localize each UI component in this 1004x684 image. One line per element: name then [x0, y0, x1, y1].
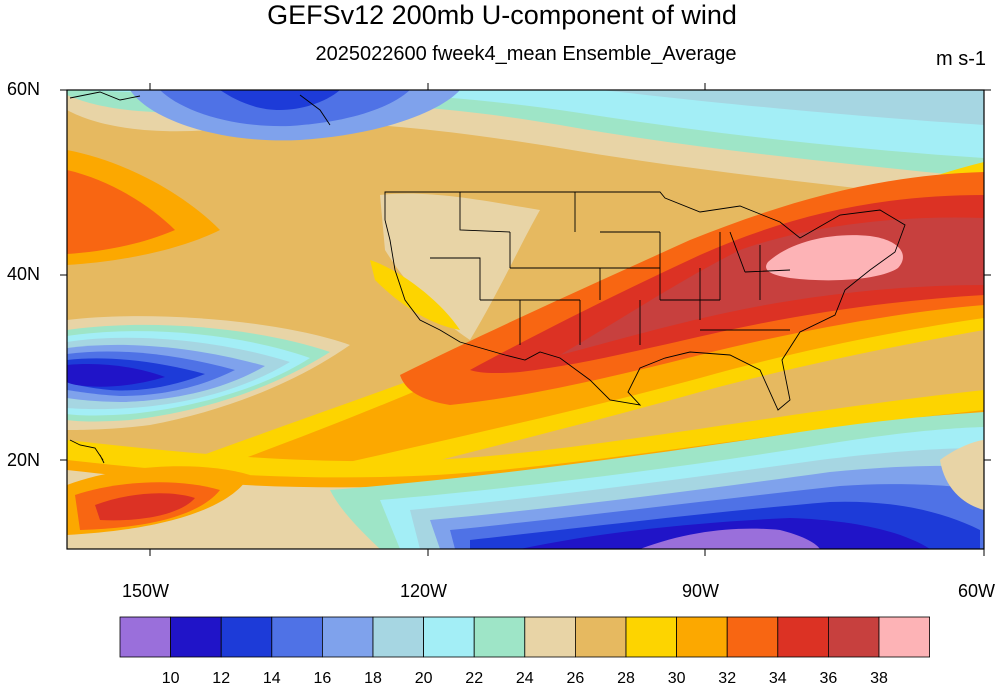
colorbar-tick-label: 10 [162, 670, 180, 684]
colorbar-swatch [372, 616, 424, 658]
colorbar-swatch [777, 616, 829, 658]
colorbar-swatch [625, 616, 677, 658]
colorbar-swatch [676, 616, 728, 658]
colorbar-swatch [473, 616, 526, 658]
map-subtitle: 2025022600 fweek4_mean Ensemble_Average [315, 43, 737, 65]
colorbar-tick-label: 12 [212, 670, 230, 684]
colorbar-tick-label: 24 [516, 670, 534, 684]
map-frame [66, 89, 985, 550]
map-title: GEFSv12 200mb U-component of wind [267, 0, 737, 30]
colorbar-tick-label: 32 [718, 670, 736, 684]
colorbar-swatch [524, 616, 576, 658]
lon-label-90w: 90W [682, 581, 720, 601]
colorbar-tick-label: 36 [820, 670, 838, 684]
colorbar-tick-label: 20 [415, 670, 433, 684]
colorbar-swatch [119, 616, 171, 658]
lat-label-60n: 60N [6, 79, 40, 99]
wind-field [67, 90, 984, 549]
colorbar-swatch [726, 616, 779, 658]
lon-label-120w: 120W [400, 581, 448, 601]
colorbar-tick-label: 26 [567, 670, 585, 684]
colorbar-swatch [878, 616, 930, 658]
colorbar-tick-label: 30 [668, 670, 686, 684]
colorbar-tick-label: 16 [314, 670, 332, 684]
colorbar-tick-label: 28 [617, 670, 635, 684]
units-label: m s-1 [936, 48, 986, 70]
colorbar-swatch [220, 616, 273, 658]
axis-ticks [60, 83, 991, 556]
colorbar-tick-label: 38 [870, 670, 888, 684]
colorbar-swatch [828, 616, 880, 658]
lon-label-60w: 60W [958, 581, 996, 601]
colorbar-swatch [170, 616, 222, 658]
colorbar-tick-label: 18 [364, 670, 382, 684]
coastlines [69, 91, 906, 464]
lat-label-40n: 40N [6, 264, 40, 284]
colorbar: 10 12 14 16 18 20 22 24 26 28 30 32 34 36 38 [119, 616, 930, 684]
colorbar-tick-label: 34 [769, 670, 787, 684]
colorbar-tick-label: 22 [465, 670, 483, 684]
lat-label-20n: 20N [6, 450, 40, 470]
colorbar-swatch [321, 616, 374, 658]
colorbar-swatch [575, 616, 627, 658]
colorbar-swatch [271, 616, 323, 658]
colorbar-swatch [423, 616, 475, 658]
lon-label-150w: 150W [122, 581, 170, 601]
colorbar-tick-label: 14 [263, 670, 281, 684]
